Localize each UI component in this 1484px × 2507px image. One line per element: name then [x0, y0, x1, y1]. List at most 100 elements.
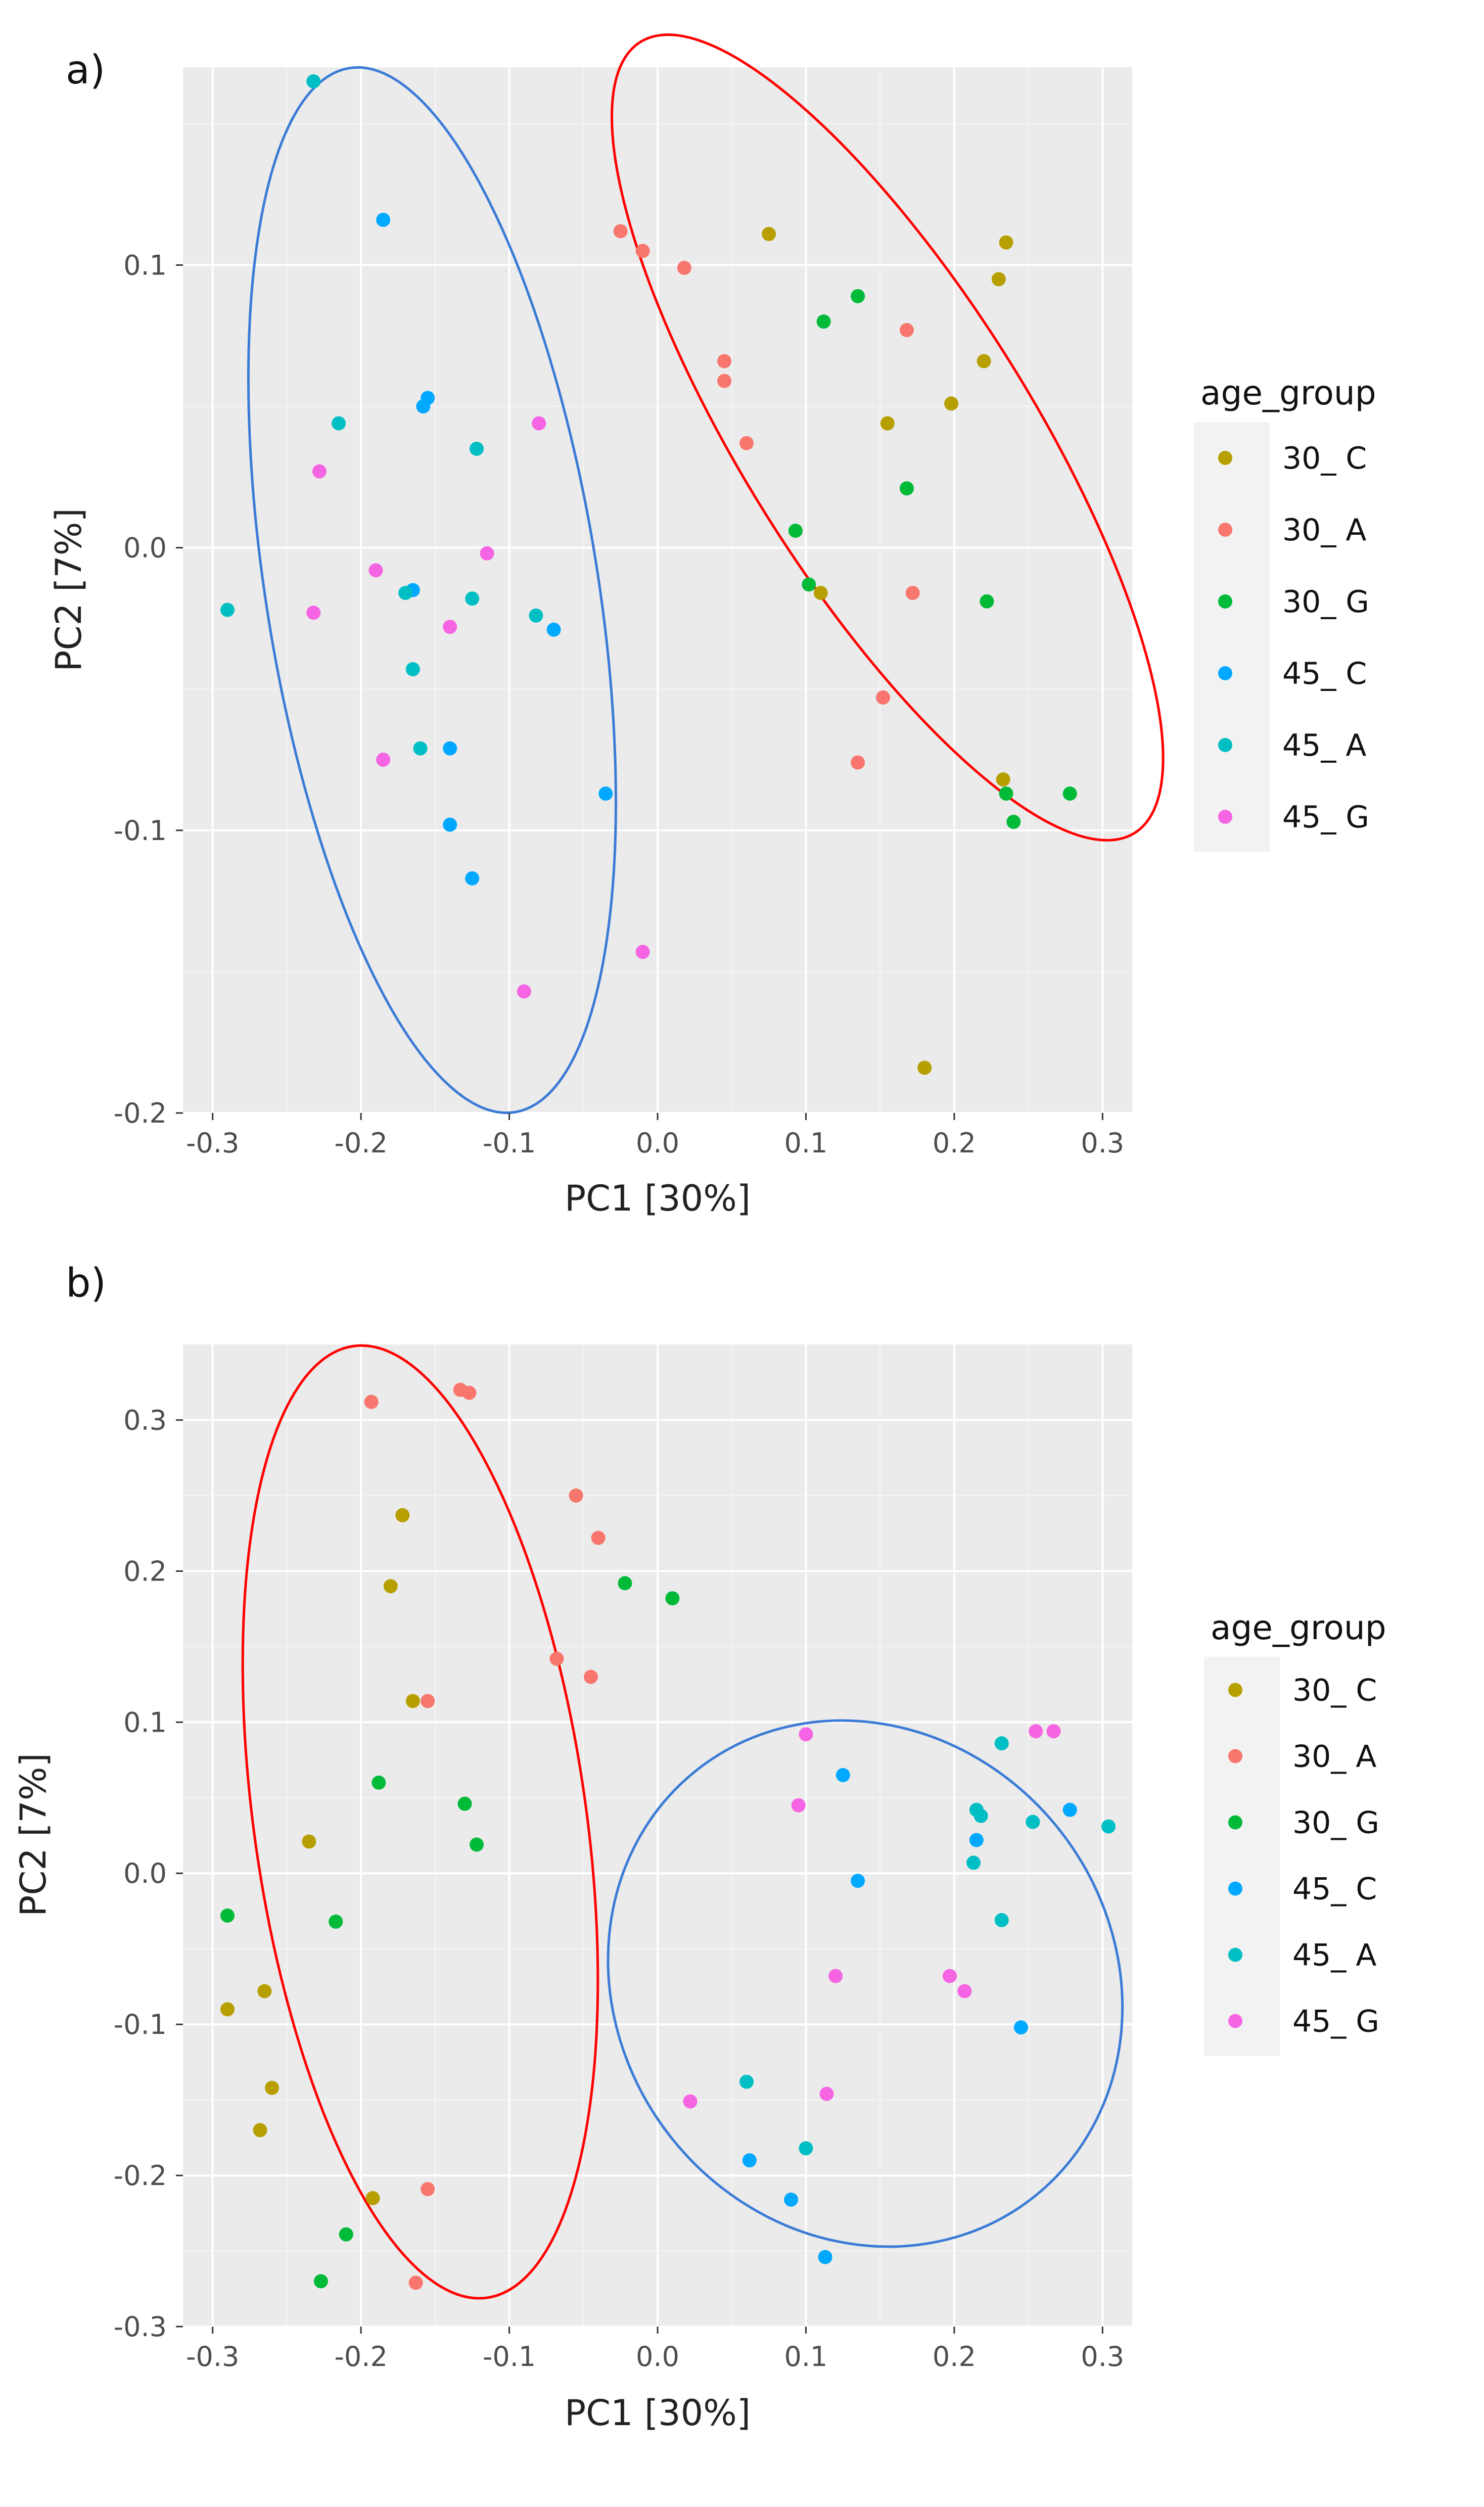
point-45-a — [398, 586, 413, 600]
point-30-c — [917, 1060, 932, 1075]
panel-b-y-tick-label: 0.1 — [123, 1706, 167, 1738]
point-45-a — [994, 1736, 1009, 1751]
point-45-g — [480, 546, 494, 561]
point-45-a — [1101, 1819, 1116, 1834]
point-30-c — [302, 1834, 316, 1849]
point-30-a — [583, 1669, 598, 1684]
point-45-g — [312, 464, 327, 479]
point-30-g — [1006, 815, 1021, 829]
point-45-g — [368, 563, 383, 578]
legend-label-30-g: 30_ G — [1282, 584, 1369, 620]
point-45-a — [966, 1855, 981, 1870]
legend-label-45-a: 45_ A — [1282, 728, 1366, 763]
point-45-a — [413, 741, 428, 756]
legend-label-45-g: 45_ G — [1282, 800, 1369, 835]
point-45-c — [1013, 2020, 1028, 2035]
legend-label-30-g: 30_ G — [1292, 1805, 1379, 1841]
point-45-c — [416, 399, 431, 414]
legend-key-45-g — [1218, 810, 1232, 824]
point-30-a — [717, 354, 732, 368]
point-30-c — [365, 2191, 380, 2205]
legend-key-30-c — [1218, 451, 1232, 465]
point-30-a — [717, 374, 732, 388]
point-45-c — [546, 622, 561, 637]
point-30-g — [457, 1796, 472, 1811]
point-30-c — [405, 1694, 420, 1708]
point-30-c — [395, 1508, 410, 1522]
point-30-c — [977, 354, 991, 368]
panel-a-points — [220, 74, 1077, 1075]
legend-key-45-g — [1228, 2014, 1242, 2028]
point-45-g — [443, 620, 457, 634]
point-30-c — [220, 2002, 235, 2017]
panel-a-x-ticks: -0.3 -0.2 -0.1 0.0 0.1 0.2 0.3 — [186, 1113, 1124, 1159]
panel-b-legend-title: age_group — [1211, 1608, 1386, 1647]
panel-b: b) -0.3 -0.2 -0.1 0.0 0.1 0.2 0.3 -0.3 -0.2 -0.1… — [13, 1261, 1386, 2434]
point-45-a — [470, 441, 484, 456]
panel-a-x-tick-label: 0.2 — [933, 1127, 976, 1159]
point-30-a — [364, 1395, 379, 1409]
point-45-g — [828, 1969, 843, 1983]
panel-b-x-tick-label: 0.0 — [636, 2341, 679, 2373]
point-45-a — [529, 608, 543, 623]
point-45-g — [683, 2094, 698, 2109]
point-30-g — [802, 577, 816, 592]
legend-label-30-a: 30_ A — [1292, 1739, 1376, 1775]
point-30-a — [591, 1530, 606, 1545]
point-30-g — [851, 289, 865, 303]
point-30-g — [329, 1914, 343, 1929]
point-45-c — [836, 1768, 850, 1782]
point-45-g — [1046, 1724, 1061, 1739]
point-30-a — [613, 224, 628, 239]
point-30-g — [816, 314, 831, 329]
point-30-g — [470, 1837, 484, 1852]
legend-key-30-g — [1228, 1815, 1242, 1830]
point-45-c — [376, 212, 391, 227]
legend-label-45-a: 45_ A — [1292, 1938, 1376, 1973]
panel-a-y-tick-label: -0.2 — [114, 1097, 167, 1129]
point-30-c — [813, 586, 828, 600]
point-45-a — [465, 591, 480, 606]
legend-label-30-a: 30_ A — [1282, 513, 1366, 548]
point-45-c — [443, 817, 457, 832]
panel-a-ellipses — [247, 33, 1165, 1115]
legend-key-30-a — [1218, 523, 1232, 537]
point-30-a — [462, 1385, 477, 1400]
legend-label-45-g: 45_ G — [1292, 2004, 1379, 2039]
point-45-g — [799, 1727, 813, 1742]
panel-b-y-ticks: -0.3 -0.2 -0.1 0.0 0.1 0.2 0.3 — [114, 1404, 183, 2343]
point-45-c — [784, 2192, 799, 2207]
legend-key-30-c — [1228, 1683, 1242, 1697]
point-30-c — [383, 1579, 398, 1594]
point-45-c — [443, 741, 457, 756]
panel-b-y-tick-label: 0.2 — [123, 1555, 167, 1587]
point-45-g — [957, 1984, 972, 1999]
panel-a-legend-title: age_group — [1200, 374, 1376, 412]
point-30-g — [372, 1775, 386, 1790]
point-45-a — [306, 74, 321, 88]
panel-b-x-axis-title: PC1 [30%] — [565, 2392, 751, 2434]
panel-a-gridlines — [183, 67, 1132, 1114]
panel-b-x-tick-label: 0.2 — [933, 2341, 976, 2373]
point-30-g — [618, 1576, 632, 1591]
panel-a-x-tick-label: -0.2 — [334, 1127, 387, 1159]
point-45-c — [742, 2153, 757, 2168]
panel-a-y-tick-label: -0.1 — [114, 815, 167, 847]
point-30-c — [265, 2080, 280, 2095]
point-30-g — [220, 1908, 235, 1923]
point-45-c — [1062, 1802, 1077, 1817]
point-45-g — [306, 606, 321, 620]
panel-b-x-tick-label: -0.1 — [483, 2341, 536, 2373]
legend-label-45-c: 45_ C — [1292, 1872, 1377, 1907]
point-45-c — [465, 871, 480, 886]
panel-b-y-tick-label: -0.2 — [114, 2160, 167, 2192]
point-45-a — [994, 1913, 1009, 1927]
point-45-a — [405, 662, 420, 677]
point-30-c — [996, 772, 1010, 787]
legend-key-45-c — [1228, 1881, 1242, 1896]
panel-b-x-tick-label: -0.3 — [186, 2341, 239, 2373]
panel-b-legend: 30_ C 30_ A 30_ G 45_ C 45_ A 45_ G — [1204, 1657, 1379, 2056]
legend-label-45-c: 45_ C — [1282, 656, 1367, 691]
panel-a-legend-key-background — [1194, 422, 1270, 852]
